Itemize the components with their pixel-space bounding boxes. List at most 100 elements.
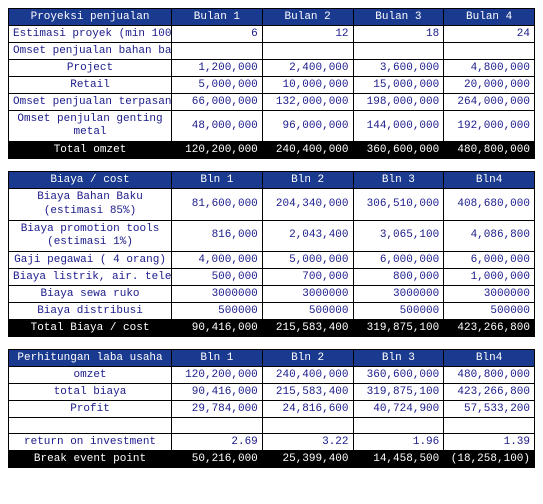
cell-value: 215,583,400 — [262, 384, 353, 401]
table-row: Biaya distribusi500000500000500000500000 — [9, 303, 535, 320]
cell-value: 10,000,000 — [262, 77, 353, 94]
cell-value: 3000000 — [262, 286, 353, 303]
table-cost: Biaya / costBln 1Bln 2Bln 3Bln4 Biaya Ba… — [8, 171, 535, 337]
cell-value — [172, 43, 263, 60]
column-header: Bln 2 — [262, 350, 353, 367]
cell-value: 3000000 — [172, 286, 263, 303]
row-label: Biaya distribusi — [9, 303, 172, 320]
table-profit: Perhitungan laba usahaBln 1Bln 2Bln 3Bln… — [8, 349, 535, 468]
cell-value: 24,816,600 — [262, 401, 353, 418]
table-row: Biaya listrik, air. telepon500,000700,00… — [9, 269, 535, 286]
table-row: Biaya sewa ruko3000000300000030000003000… — [9, 286, 535, 303]
column-header: Proyeksi penjualan — [9, 9, 172, 26]
cell-value: 3000000 — [444, 286, 535, 303]
total-label: Break event point — [9, 451, 172, 468]
cell-value: 48,000,000 — [172, 111, 263, 142]
cell-value: 132,000,000 — [262, 94, 353, 111]
cell-value: 4,800,000 — [444, 60, 535, 77]
column-header: Bln4 — [444, 350, 535, 367]
row-label: Project — [9, 60, 172, 77]
cell-value: 700,000 — [262, 269, 353, 286]
cell-value: 2,400,000 — [262, 60, 353, 77]
cell-value: 29,784,000 — [172, 401, 263, 418]
cell-value: 500000 — [353, 303, 444, 320]
total-value: 120,200,000 — [172, 142, 263, 159]
table-row: Omset penjualan terpasang66,000,000132,0… — [9, 94, 535, 111]
total-value: 25,399,400 — [262, 451, 353, 468]
cell-value — [262, 418, 353, 434]
table-row: Biaya promotion tools (estimasi 1%)816,0… — [9, 220, 535, 251]
cell-value: 66,000,000 — [172, 94, 263, 111]
cell-value: 1.39 — [444, 434, 535, 451]
cell-value: 90,416,000 — [172, 384, 263, 401]
column-header: Bulan 4 — [444, 9, 535, 26]
cell-value: 3000000 — [353, 286, 444, 303]
total-value: 319,875,100 — [353, 320, 444, 337]
cell-value — [262, 43, 353, 60]
cell-value: 6 — [172, 26, 263, 43]
cell-value: 264,000,000 — [444, 94, 535, 111]
cell-value: 3.22 — [262, 434, 353, 451]
cell-value: 5,000,000 — [172, 77, 263, 94]
cell-value: 423,266,800 — [444, 384, 535, 401]
cell-value: 1,000,000 — [444, 269, 535, 286]
column-header: Bln4 — [444, 172, 535, 189]
total-value: 90,416,000 — [172, 320, 263, 337]
cell-value: 408,680,000 — [444, 189, 535, 220]
total-value: (18,258,100) — [444, 451, 535, 468]
row-label: omzet — [9, 367, 172, 384]
total-row: Break event point50,216,00025,399,40014,… — [9, 451, 535, 468]
row-label: Estimasi proyek (min 100m2) — [9, 26, 172, 43]
row-label — [9, 418, 172, 434]
total-value: 423,266,800 — [444, 320, 535, 337]
table-row: Omset penjulan genting metal48,000,00096… — [9, 111, 535, 142]
cell-value: 2,043,400 — [262, 220, 353, 251]
table-row: return on investment2.693.221.961.39 — [9, 434, 535, 451]
cell-value: 6,000,000 — [444, 252, 535, 269]
table-row: Retail5,000,00010,000,00015,000,00020,00… — [9, 77, 535, 94]
cell-value: 1,200,000 — [172, 60, 263, 77]
header-row: Perhitungan laba usahaBln 1Bln 2Bln 3Bln… — [9, 350, 535, 367]
cell-value: 800,000 — [353, 269, 444, 286]
table-row: Gaji pegawai ( 4 orang)4,000,0005,000,00… — [9, 252, 535, 269]
table-row: Project1,200,0002,400,0003,600,0004,800,… — [9, 60, 535, 77]
cell-value: 198,000,000 — [353, 94, 444, 111]
cell-value: 144,000,000 — [353, 111, 444, 142]
column-header: Bln 3 — [353, 172, 444, 189]
total-value: 215,583,400 — [262, 320, 353, 337]
cell-value: 15,000,000 — [353, 77, 444, 94]
total-row: Total Biaya / cost90,416,000215,583,4003… — [9, 320, 535, 337]
header-row: Proyeksi penjualanBulan 1Bulan 2Bulan 3B… — [9, 9, 535, 26]
total-label: Total Biaya / cost — [9, 320, 172, 337]
cell-value: 12 — [262, 26, 353, 43]
table-row: omzet120,200,000240,400,000360,600,00048… — [9, 367, 535, 384]
row-label: Biaya promotion tools (estimasi 1%) — [9, 220, 172, 251]
row-label: return on investment — [9, 434, 172, 451]
row-label: Profit — [9, 401, 172, 418]
row-label: Omset penjulan genting metal — [9, 111, 172, 142]
cell-value: 4,000,000 — [172, 252, 263, 269]
row-label: Biaya listrik, air. telepon — [9, 269, 172, 286]
cell-value: 240,400,000 — [262, 367, 353, 384]
total-value: 360,600,000 — [353, 142, 444, 159]
total-value: 50,216,000 — [172, 451, 263, 468]
cell-value: 5,000,000 — [262, 252, 353, 269]
header-row: Biaya / costBln 1Bln 2Bln 3Bln4 — [9, 172, 535, 189]
cell-value: 40,724,900 — [353, 401, 444, 418]
cell-value: 500000 — [172, 303, 263, 320]
cell-value: 360,600,000 — [353, 367, 444, 384]
column-header: Perhitungan laba usaha — [9, 350, 172, 367]
cell-value: 306,510,000 — [353, 189, 444, 220]
cell-value: 319,875,100 — [353, 384, 444, 401]
column-header: Bln 3 — [353, 350, 444, 367]
cell-value: 3,600,000 — [353, 60, 444, 77]
column-header: Biaya / cost — [9, 172, 172, 189]
cell-value: 96,000,000 — [262, 111, 353, 142]
table-row: Profit29,784,00024,816,60040,724,90057,5… — [9, 401, 535, 418]
table-row: total biaya90,416,000215,583,400319,875,… — [9, 384, 535, 401]
cell-value: 500,000 — [172, 269, 263, 286]
column-header: Bulan 3 — [353, 9, 444, 26]
cell-value — [444, 418, 535, 434]
column-header: Bln 2 — [262, 172, 353, 189]
row-label: Gaji pegawai ( 4 orang) — [9, 252, 172, 269]
